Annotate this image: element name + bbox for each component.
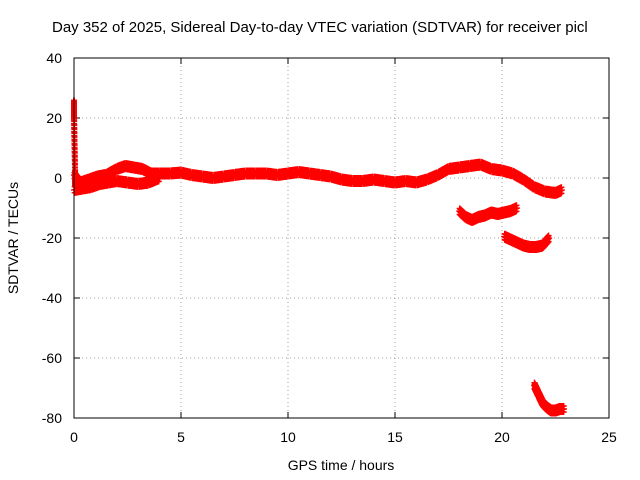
- x-tick-label: 5: [177, 429, 185, 445]
- axis-ticks: 0 5 10 15 20 25 -80 -60 -40 -20 0 20 40: [42, 50, 617, 445]
- data-points: [71, 97, 568, 417]
- chart-title: Day 352 of 2025, Sidereal Day-to-day VTE…: [52, 19, 588, 36]
- data-point: [558, 187, 565, 193]
- y-tick-label: -60: [42, 350, 62, 366]
- y-tick-label: -80: [42, 410, 62, 426]
- x-tick-label: 15: [387, 429, 403, 445]
- x-tick-label: 10: [280, 429, 296, 445]
- data-point: [561, 406, 568, 412]
- series-arc-minus-22: [501, 230, 553, 253]
- grid-lines: [74, 58, 609, 418]
- x-tick-label: 0: [70, 429, 78, 445]
- series-early-outliers: [71, 97, 80, 190]
- data-point: [546, 235, 553, 241]
- x-tick-label: 20: [494, 429, 510, 445]
- plot-frame: [73, 57, 610, 419]
- x-tick-label: 25: [601, 429, 617, 445]
- data-point: [155, 178, 162, 185]
- series-arc-minus-75: [531, 379, 568, 417]
- y-tick-label: 20: [46, 110, 62, 126]
- x-axis-label: GPS time / hours: [288, 457, 395, 473]
- y-tick-label: -20: [42, 230, 62, 246]
- data-point: [513, 205, 520, 211]
- data-point: [155, 172, 162, 179]
- y-tick-label: 0: [54, 170, 62, 186]
- data-point: [156, 175, 163, 181]
- y-tick-label: -40: [42, 290, 62, 306]
- series-arc-minus-12: [456, 202, 520, 226]
- y-tick-label: 40: [46, 50, 62, 66]
- y-axis-label: SDTVAR / TECUs: [5, 182, 21, 294]
